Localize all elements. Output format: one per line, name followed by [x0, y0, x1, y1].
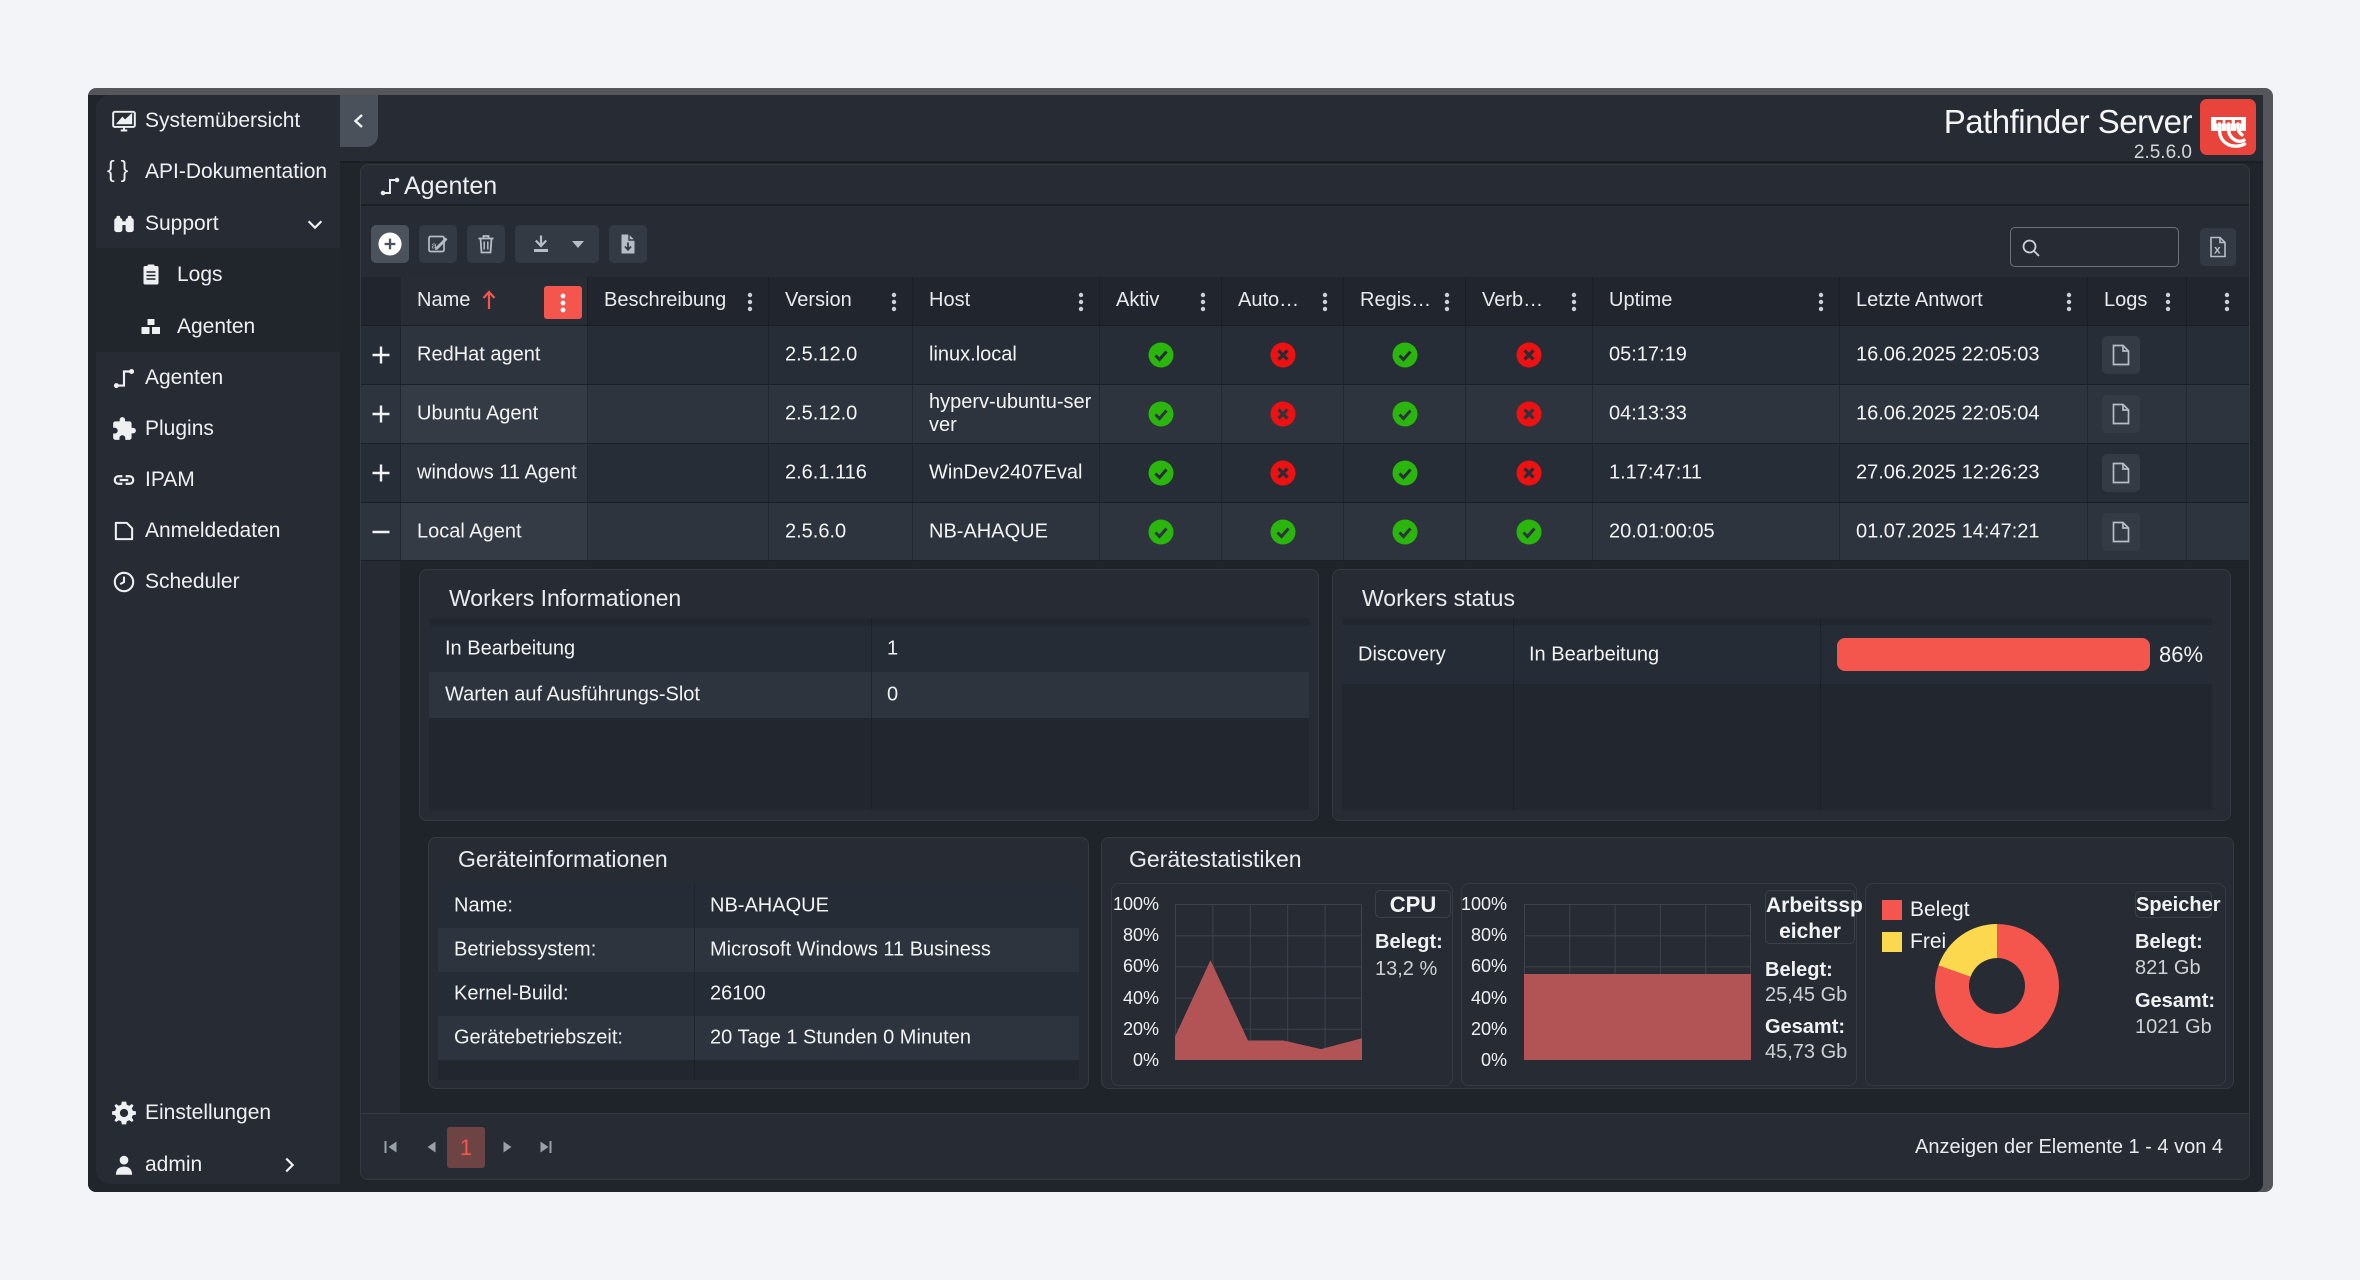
svg-text:a: a: [432, 241, 437, 251]
svg-text:x: x: [2214, 243, 2221, 257]
